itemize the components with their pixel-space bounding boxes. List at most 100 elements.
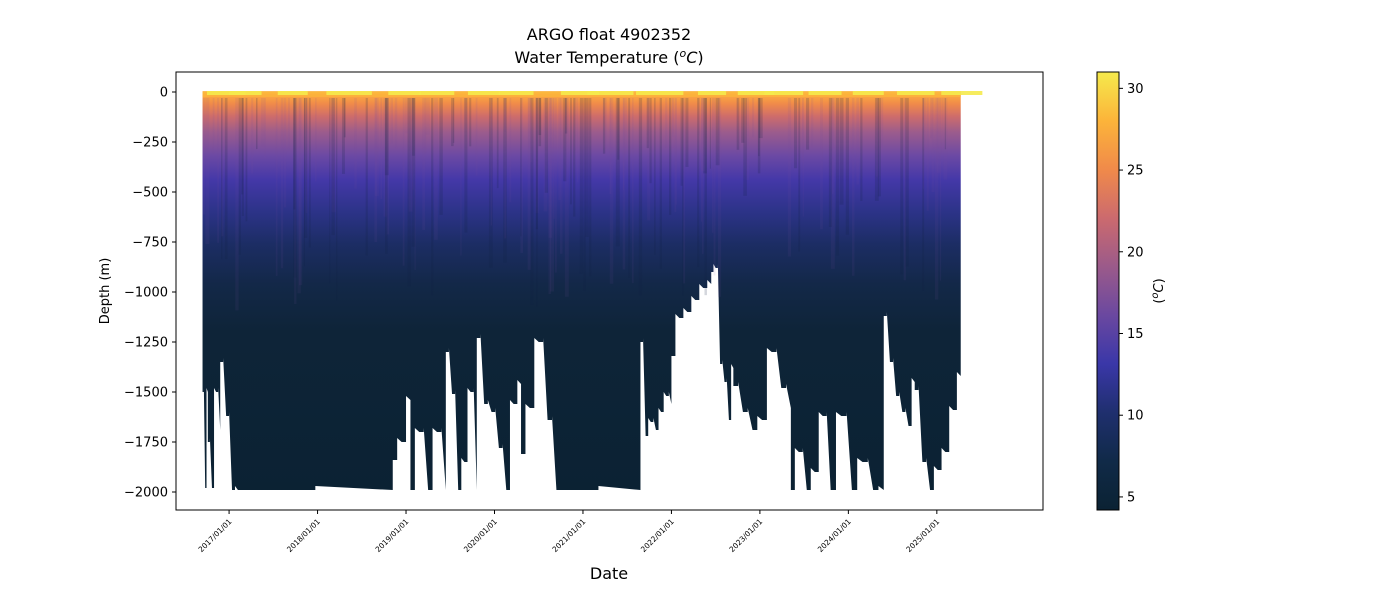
profile-streak bbox=[624, 98, 628, 155]
profile-streak bbox=[205, 98, 210, 245]
profile-streak bbox=[385, 98, 388, 254]
x-tick-label: 2019/01/01 bbox=[373, 517, 410, 554]
profile-streak bbox=[394, 98, 398, 149]
profile-streak bbox=[555, 98, 557, 273]
profile-streak bbox=[934, 98, 939, 300]
profile-streak bbox=[701, 98, 705, 172]
profile-streak bbox=[622, 98, 625, 191]
profile-streak bbox=[503, 98, 506, 133]
profile-streak bbox=[905, 98, 909, 267]
profile-streak bbox=[931, 98, 935, 193]
surface-hot-patch bbox=[852, 91, 884, 95]
profile-streak bbox=[702, 98, 704, 254]
surface-hot-patch bbox=[697, 91, 727, 95]
x-axis-label: Date bbox=[590, 564, 628, 583]
profile-streak bbox=[941, 98, 944, 155]
profile-streak bbox=[299, 98, 303, 286]
profile-streak bbox=[839, 98, 844, 205]
profile-streak bbox=[535, 98, 539, 214]
profile-streak bbox=[488, 98, 493, 268]
profile-streak bbox=[550, 98, 555, 292]
profile-streak bbox=[331, 98, 335, 236]
profile-streak bbox=[283, 98, 287, 208]
profile-streak bbox=[431, 98, 434, 296]
profile-streak bbox=[609, 98, 612, 195]
profile-streak bbox=[261, 98, 265, 147]
profile-streak bbox=[758, 98, 760, 157]
profile-streak bbox=[530, 98, 534, 305]
profile-streak bbox=[589, 98, 592, 277]
profile-streak bbox=[469, 98, 472, 147]
profile-streak bbox=[453, 98, 455, 143]
profile-streak bbox=[408, 98, 413, 212]
profile-streak bbox=[712, 98, 714, 233]
profile-streak bbox=[674, 98, 677, 213]
profile-streak bbox=[736, 98, 740, 150]
profile-streak bbox=[632, 98, 634, 284]
profile-streak bbox=[304, 98, 308, 238]
surface-hot-patch bbox=[229, 91, 262, 95]
x-tick-label: 2020/01/01 bbox=[462, 517, 499, 554]
profile-streak bbox=[793, 98, 798, 169]
profile-streak bbox=[820, 98, 823, 230]
profile-streak bbox=[638, 98, 643, 296]
profile-streak bbox=[752, 98, 755, 138]
profile-streak bbox=[341, 98, 345, 174]
profile-streak bbox=[701, 98, 703, 222]
colorbar-label: (oC) bbox=[1150, 278, 1167, 303]
profile-streak bbox=[573, 98, 576, 217]
x-axis: 2017/01/01 2018/01/01 2019/01/01 2020/01/01… bbox=[197, 510, 941, 554]
profile-streak bbox=[856, 98, 860, 185]
colorbar-tick-label: 20 bbox=[1127, 245, 1144, 260]
surface-hot-patch bbox=[326, 91, 372, 95]
profile-streak bbox=[217, 98, 220, 243]
profile-streak bbox=[241, 98, 244, 217]
cb-prefix: ( bbox=[1152, 299, 1167, 304]
profile-streak bbox=[628, 98, 631, 278]
profile-streak bbox=[877, 98, 881, 197]
profile-streak bbox=[876, 98, 879, 177]
profile-streak bbox=[305, 98, 308, 214]
profile-streak bbox=[615, 98, 620, 247]
profile-streak bbox=[520, 98, 524, 253]
profile-streak bbox=[758, 98, 763, 139]
y-tick-label: −2000 bbox=[124, 486, 168, 501]
profile-streak bbox=[713, 98, 716, 276]
profile-streak bbox=[717, 98, 722, 297]
cb-unit-sup: o bbox=[1150, 292, 1161, 298]
chart-title-line1: ARGO float 4902352 bbox=[527, 25, 691, 44]
profile-streak bbox=[354, 98, 357, 189]
surface-hot-patch bbox=[941, 91, 983, 95]
profile-streak bbox=[412, 98, 415, 156]
colorbar-tick-label: 15 bbox=[1127, 327, 1144, 342]
profile-streak bbox=[280, 98, 284, 269]
title-suffix: ) bbox=[697, 48, 703, 67]
colorbar-tick-label: 5 bbox=[1127, 490, 1135, 505]
profile-streak bbox=[682, 98, 684, 296]
profile-streak bbox=[294, 98, 297, 305]
profile-streak bbox=[221, 98, 224, 237]
profile-streak bbox=[411, 98, 416, 247]
profile-streak bbox=[845, 98, 850, 235]
profile-streak bbox=[343, 98, 346, 138]
profile-streak bbox=[221, 98, 223, 260]
y-axis: 0 −250 −500 −750 −1000 −1250 −1500 −1750 −2000 bbox=[124, 86, 176, 501]
profile-streak bbox=[264, 98, 266, 159]
profile-streak bbox=[503, 98, 507, 263]
profile-streak bbox=[538, 98, 542, 136]
profile-streak bbox=[811, 98, 814, 148]
profile-streak bbox=[224, 98, 228, 260]
profile-streak bbox=[451, 98, 454, 147]
profile-streak bbox=[411, 98, 414, 190]
y-tick-label: −500 bbox=[132, 186, 168, 201]
profile-streak bbox=[832, 98, 834, 194]
profile-streak bbox=[585, 98, 589, 237]
profile-streak bbox=[936, 98, 941, 174]
profile-streak bbox=[331, 98, 336, 213]
profile-streak bbox=[647, 98, 651, 221]
y-tick-label: −250 bbox=[132, 136, 168, 151]
profile-streak bbox=[672, 98, 674, 137]
surface-hot-patch bbox=[897, 91, 935, 95]
profile-streak bbox=[559, 98, 563, 254]
